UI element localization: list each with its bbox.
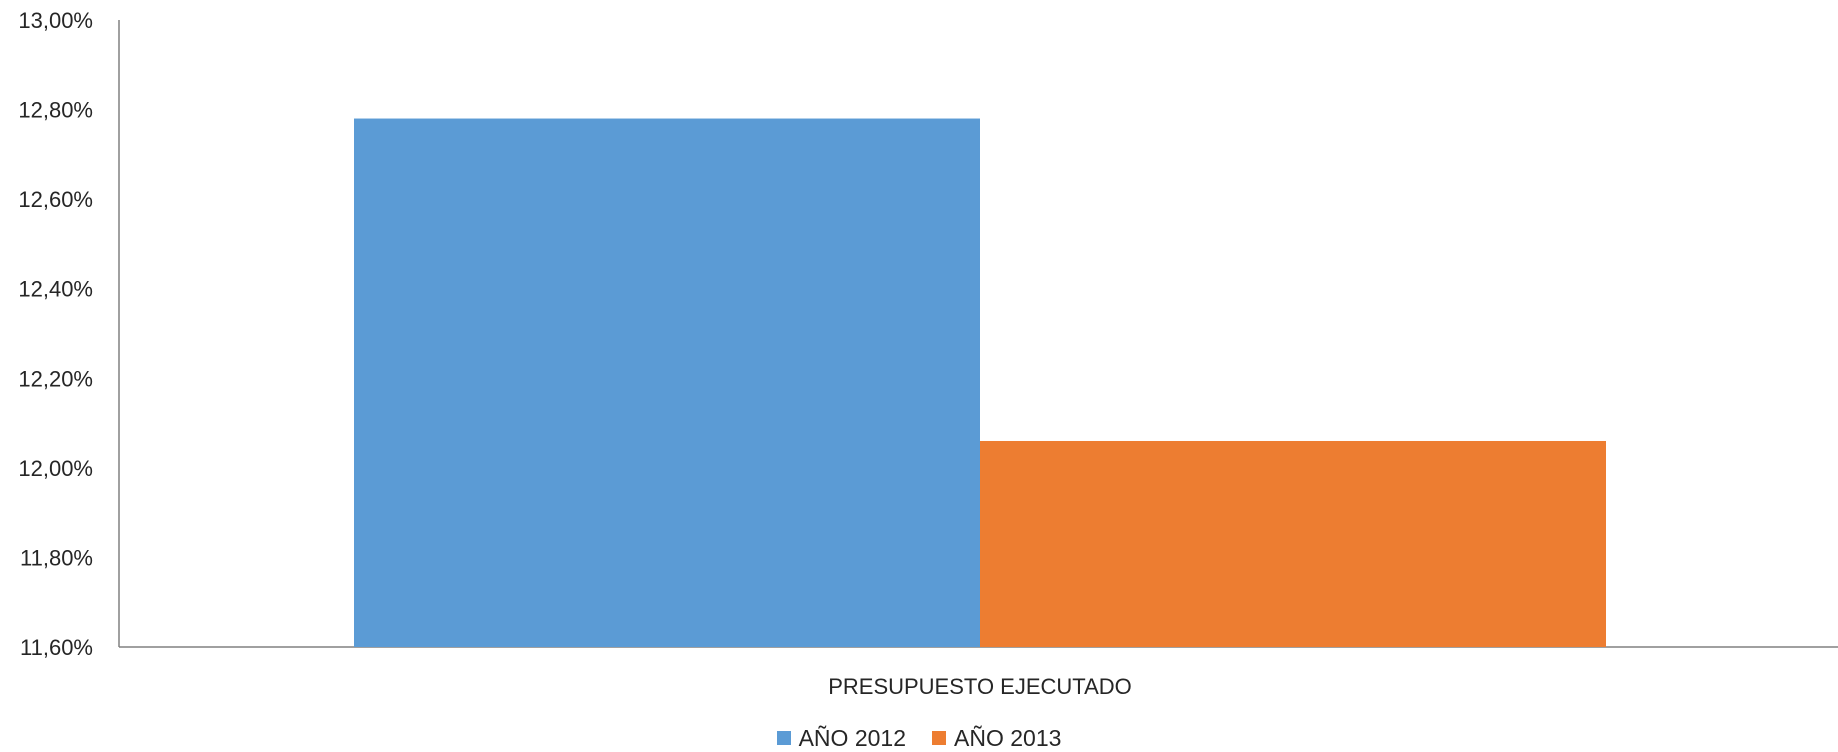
y-tick-label: 12,00% [18, 456, 93, 481]
y-tick-label: 11,60% [20, 635, 93, 660]
y-tick-label: 13,00% [18, 8, 93, 33]
y-tick-label: 12,60% [18, 187, 93, 212]
legend-swatch-2013 [932, 731, 946, 745]
bar-2013 [980, 440, 1606, 647]
y-tick-label: 12,40% [18, 277, 93, 302]
y-tick-label: 12,20% [18, 366, 93, 391]
bars [354, 118, 1606, 648]
legend-label-2012: AÑO 2012 [798, 724, 906, 751]
x-category-label: PRESUPUESTO EJECUTADO [828, 674, 1132, 699]
legend-item-2013: AÑO 2013 [932, 725, 1061, 752]
legend-label-2013: AÑO 2013 [954, 724, 1062, 751]
legend-swatch-2012 [776, 731, 791, 745]
y-axis-ticks: 11,60% 11,80% 12,00% 12,20% 12,40% 12,60% 12,8… [18, 8, 93, 660]
legend: AÑO 2012 AÑO 2013 [0, 724, 1838, 752]
y-tick-label: 11,80% [20, 545, 93, 570]
y-tick-label: 12,80% [18, 98, 93, 123]
legend-item-2012: AÑO 2012 [776, 724, 906, 752]
bar-2012 [354, 118, 980, 648]
